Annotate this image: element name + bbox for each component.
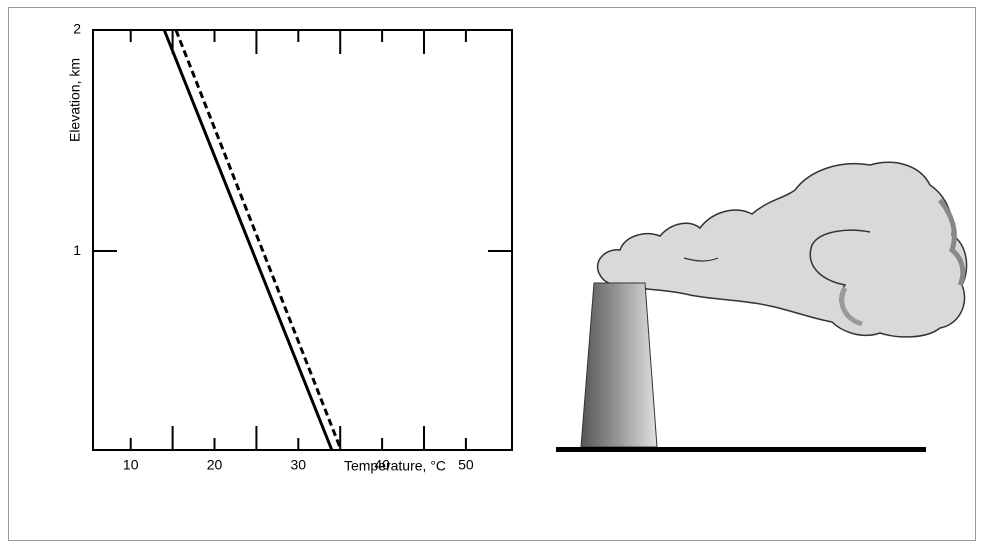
- line-series: [162, 29, 334, 451]
- x-tick-label: 10: [123, 457, 139, 473]
- cloud-curl-shade: [839, 286, 863, 327]
- plot-frame: [92, 29, 513, 451]
- smokestack-illustration: [556, 161, 968, 452]
- smoke-cloud: [596, 161, 968, 338]
- x-tick-label: 50: [458, 457, 474, 473]
- line-series: [174, 29, 343, 451]
- x-tick-label: 20: [207, 457, 223, 473]
- frame: [8, 7, 976, 541]
- x-tick-label: 30: [291, 457, 307, 473]
- y-tick-label: 2: [73, 21, 81, 37]
- y-axis-label: Elevation, km: [67, 58, 83, 142]
- x-tick-label: 40: [374, 457, 390, 473]
- y-tick-label: 1: [73, 242, 81, 258]
- x-axis-label: Temperature, °C: [344, 458, 446, 474]
- cloud-detail: [683, 257, 719, 262]
- smokestack: [580, 282, 658, 448]
- cloud-shade: [938, 198, 966, 287]
